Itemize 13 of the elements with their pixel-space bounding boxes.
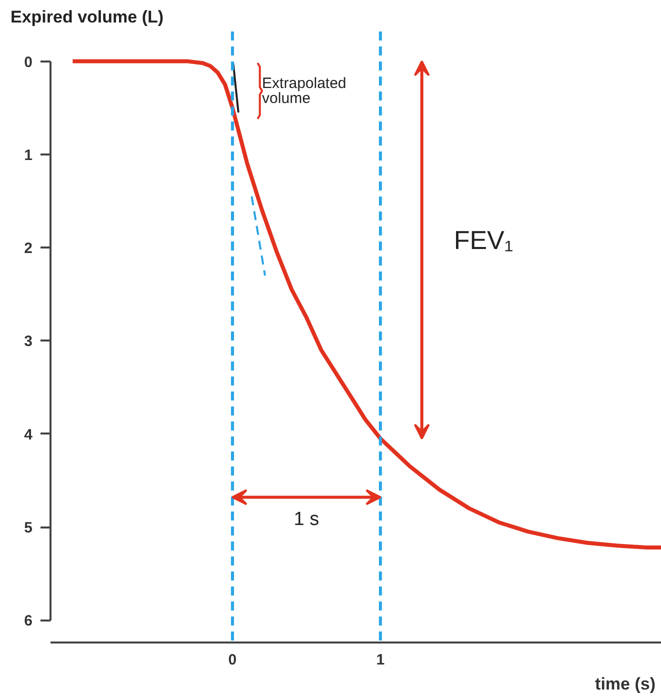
line-series	[70, 59, 661, 550]
y-tick-label: 3	[24, 333, 32, 350]
annotation: FEV₁	[454, 225, 514, 256]
x-axis-title: time (s)	[595, 674, 656, 694]
y-tick-label: 1	[24, 146, 32, 164]
annotation: Extrapolated volume	[262, 74, 346, 108]
y-tick-label: 0	[24, 54, 32, 71]
y-tick-label: 6	[24, 612, 32, 630]
annotation: 1 s	[294, 509, 320, 530]
y-tick-label: 4	[24, 426, 34, 444]
y-axis-title: Expired volume (L)	[10, 8, 164, 26]
y-tick-label: 2	[24, 240, 32, 258]
y-tick-label: 5	[24, 520, 32, 537]
